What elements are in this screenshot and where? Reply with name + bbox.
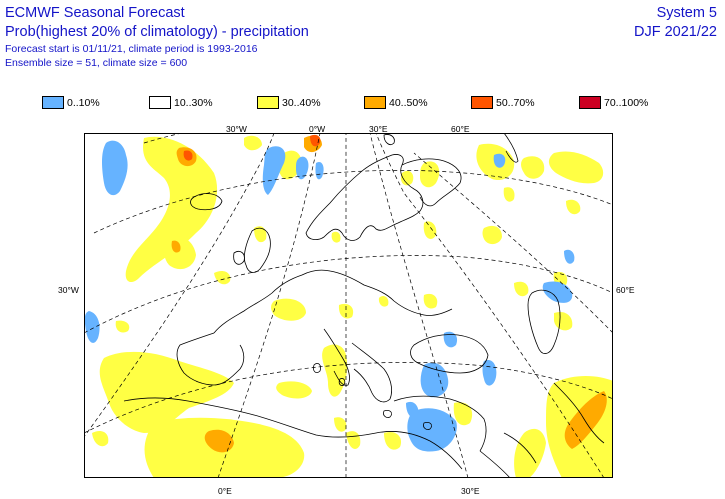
lon-label-30e: 30°E — [369, 124, 388, 134]
legend-item-50-70: 50..70% — [471, 96, 535, 109]
forecast-info: Forecast start is 01/11/21, climate peri… — [5, 43, 258, 55]
period-label: DJF 2021/22 — [633, 24, 717, 40]
graticule — [84, 133, 613, 478]
legend-label: 30..40% — [282, 96, 321, 109]
system-label: System 5 — [656, 5, 717, 21]
header-right: System 5 DJF 2021/22 — [634, 4, 717, 42]
map-title: ECMWF Seasonal Forecast — [5, 5, 185, 21]
prob-30-40-areas — [92, 135, 613, 478]
legend-item-10-30: 10..30% — [149, 96, 213, 109]
coastlines — [123, 133, 605, 478]
legend-swatch — [149, 96, 171, 109]
lat-label-right: 60°E — [616, 285, 635, 295]
lon-label-60e: 60°E — [451, 124, 470, 134]
lon-label-0w: 0°W — [309, 124, 326, 134]
lon-label-30w: 30°W — [226, 124, 247, 134]
legend-label: 10..30% — [174, 96, 213, 109]
lat-label-left: 30°W — [58, 285, 79, 295]
ensemble-info: Ensemble size = 51, climate size = 600 — [5, 57, 188, 69]
map-subtitle: Prob(highest 20% of climatology) - preci… — [5, 24, 309, 40]
lon-label-bottom-30e: 30°E — [461, 486, 480, 496]
header-left: ECMWF Seasonal Forecast Prob(highest 20%… — [5, 4, 309, 70]
prob-50-70-areas — [183, 134, 321, 161]
legend-label: 0..10% — [67, 96, 100, 109]
map-frame — [84, 133, 613, 478]
forecast-map — [84, 133, 613, 478]
legend-swatch — [579, 96, 601, 109]
legend-swatch — [471, 96, 493, 109]
lon-label-bottom-0e: 0°E — [218, 486, 232, 496]
legend: 0..10% 10..30% 30..40% 40..50% 50..70% 7… — [0, 96, 725, 112]
legend-item-40-50: 40..50% — [364, 96, 428, 109]
legend-swatch — [257, 96, 279, 109]
legend-label: 70..100% — [604, 96, 649, 109]
legend-swatch — [42, 96, 64, 109]
legend-item-0-10: 0..10% — [42, 96, 100, 109]
legend-item-30-40: 30..40% — [257, 96, 321, 109]
legend-item-70-100: 70..100% — [579, 96, 648, 109]
prob-0-10-areas — [84, 140, 575, 452]
legend-label: 50..70% — [496, 96, 535, 109]
legend-label: 40..50% — [389, 96, 428, 109]
legend-swatch — [364, 96, 386, 109]
